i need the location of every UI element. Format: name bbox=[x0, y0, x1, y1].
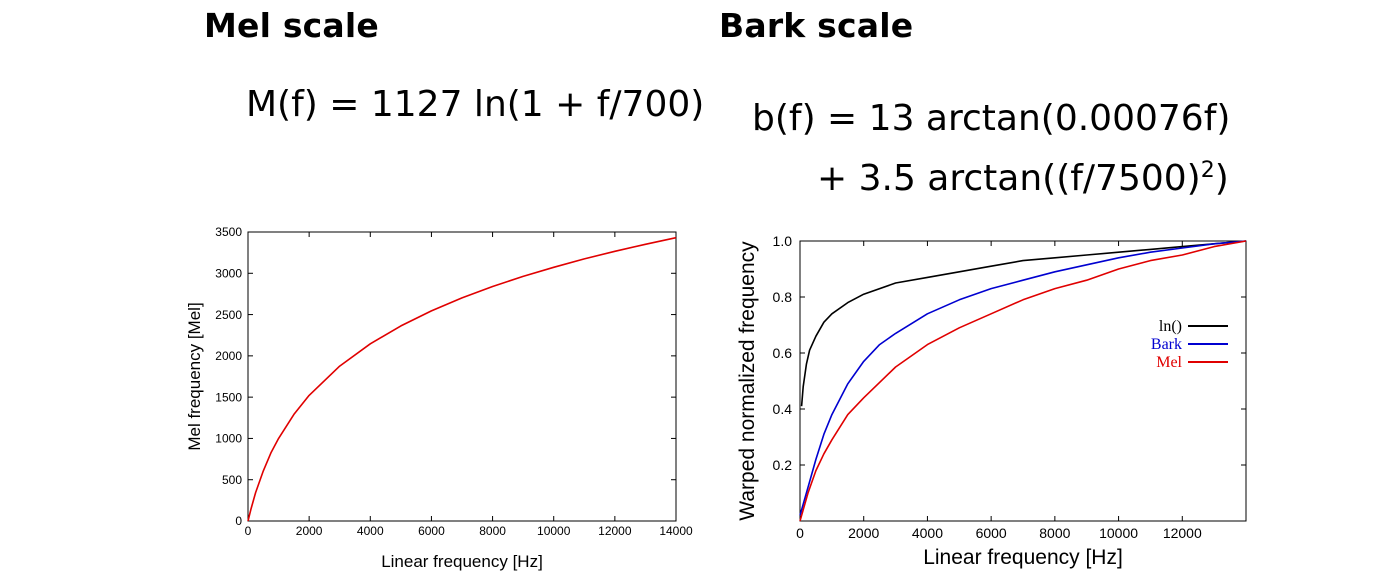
mel-y-tick-label: 1500 bbox=[215, 390, 242, 404]
bark-y-tick-label: 0.6 bbox=[773, 345, 793, 361]
bark-bark-line bbox=[799, 240, 1247, 516]
mel-y-tick-label: 500 bbox=[222, 473, 242, 487]
bark-x-axis-label: Linear frequency [Hz] bbox=[923, 546, 1123, 569]
bark-formula-exponent: 2 bbox=[1200, 158, 1215, 183]
bark-y-tick-label: 1.0 bbox=[773, 233, 793, 249]
bark-x-tick-label: 4000 bbox=[912, 525, 943, 541]
bark-y-tick-label: 0.4 bbox=[773, 401, 793, 417]
mel-x-tick-label: 6000 bbox=[418, 524, 445, 538]
mel-y-axis-label: Mel frequency [Mel] bbox=[185, 302, 204, 450]
mel-y-tick-label: 3000 bbox=[215, 266, 242, 280]
legend-label-mel: Mel bbox=[1156, 354, 1182, 371]
bark-formula-line-2-main: + 3.5 arctan((f/7500) bbox=[817, 158, 1201, 199]
mel-y-tick-label: 2000 bbox=[215, 349, 242, 363]
bark-formula-line-2-tail: ) bbox=[1214, 158, 1229, 199]
mel-x-tick-label: 0 bbox=[245, 524, 252, 538]
mel-y-tick-label: 1000 bbox=[215, 432, 242, 446]
bark-formula-line-1: b(f) = 13 arctan(0.00076f) bbox=[752, 98, 1231, 139]
legend-label-ln: ln() bbox=[1159, 318, 1182, 335]
mel-scale-title: Mel scale bbox=[204, 6, 379, 45]
mel-x-tick-label: 8000 bbox=[479, 524, 506, 538]
bark-x-tick-label: 10000 bbox=[1099, 525, 1138, 541]
mel-x-tick-label: 10000 bbox=[537, 524, 571, 538]
mel-plot-frame bbox=[247, 231, 677, 522]
bark-mel-line bbox=[799, 240, 1247, 522]
mel-y-tick-label: 2500 bbox=[215, 308, 242, 322]
bark-formula-line-2: + 3.5 arctan((f/7500)2) bbox=[817, 158, 1229, 199]
mel-x-tick-label: 2000 bbox=[296, 524, 323, 538]
mel-x-tick-label: 14000 bbox=[659, 524, 693, 538]
mel-formula: M(f) = 1127 ln(1 + f/700) bbox=[246, 84, 705, 125]
bark-plot-frame bbox=[799, 240, 1247, 522]
mel-y-tick-label: 0 bbox=[235, 514, 242, 528]
bark-x-tick-label: 12000 bbox=[1163, 525, 1202, 541]
mel-x-tick-label: 12000 bbox=[598, 524, 632, 538]
bark-x-tick-label: 2000 bbox=[848, 525, 879, 541]
bark-scale-title: Bark scale bbox=[719, 6, 914, 45]
mel-y-tick-label: 3500 bbox=[215, 225, 242, 239]
mel-x-tick-label: 4000 bbox=[357, 524, 384, 538]
bark-x-tick-label: 8000 bbox=[1039, 525, 1070, 541]
bark-x-tick-label: 6000 bbox=[976, 525, 1007, 541]
bark-ln-line bbox=[800, 240, 1247, 407]
bark-x-tick-label: 0 bbox=[796, 525, 804, 541]
legend-label-bark: Bark bbox=[1151, 336, 1182, 353]
mel-x-axis-label: Linear frequency [Hz] bbox=[381, 552, 543, 571]
bark-y-tick-label: 0.2 bbox=[773, 457, 793, 473]
mel-series-line bbox=[247, 236, 677, 522]
bark-y-axis-label: Warped normalized frequency bbox=[736, 241, 759, 521]
bark-y-tick-label: 0.8 bbox=[773, 289, 793, 305]
